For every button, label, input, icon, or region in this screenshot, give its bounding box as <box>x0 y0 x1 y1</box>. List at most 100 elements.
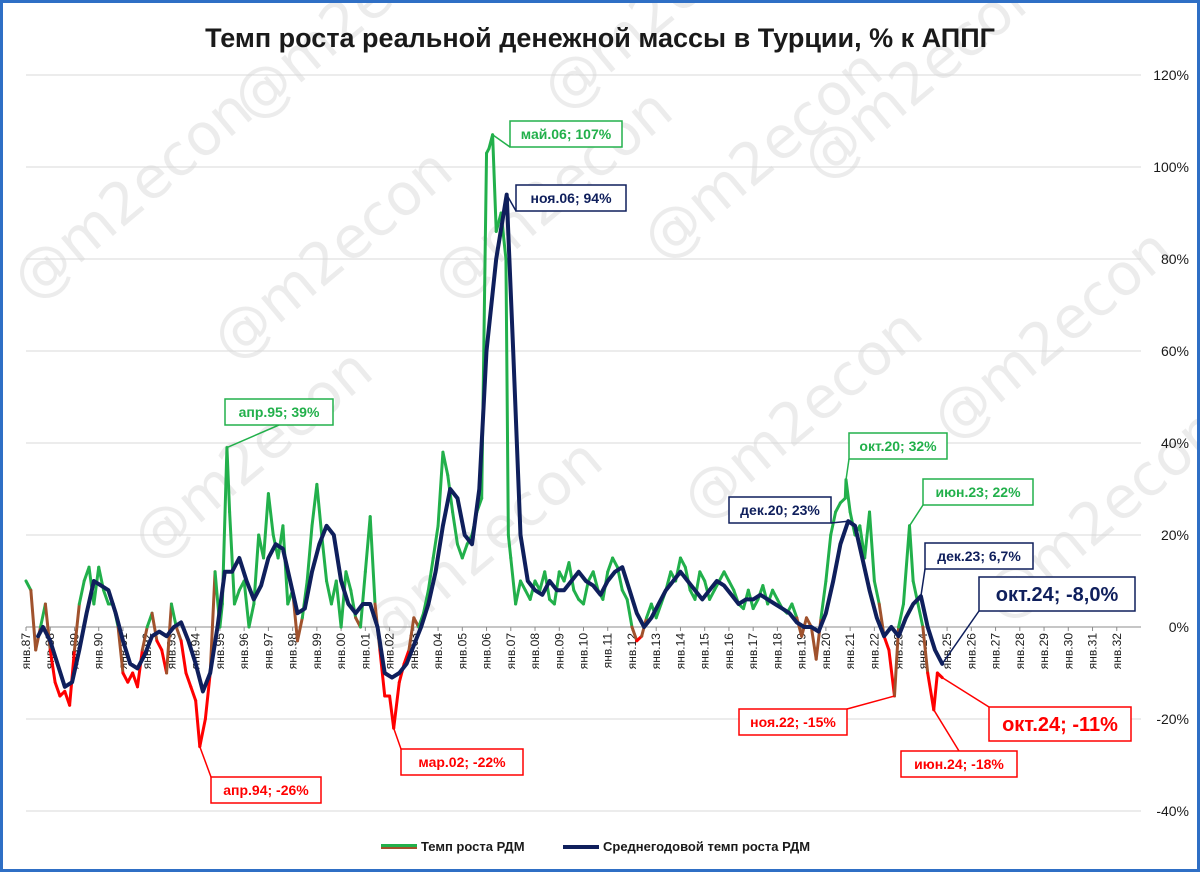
annotation-label: окт.20; 32% <box>859 438 937 454</box>
main-series-segment <box>897 602 905 629</box>
main-series-segment <box>844 478 852 514</box>
annotation-leader <box>941 676 990 708</box>
annotation-leader <box>506 194 517 212</box>
x-tick-label: янв.22 <box>867 633 881 670</box>
main-series-segment <box>455 542 464 560</box>
main-series-segment <box>926 671 936 712</box>
annotation-box <box>400 748 524 776</box>
main-series-segment <box>620 588 629 601</box>
main-series-segment <box>518 579 527 592</box>
main-series-segment <box>790 602 799 620</box>
y-tick-label: -20% <box>1156 711 1189 727</box>
main-series-segment <box>179 639 188 675</box>
main-series-segment <box>247 602 256 629</box>
y-tick-label: 60% <box>1161 343 1189 359</box>
main-series-segment <box>572 588 581 601</box>
main-series-segment <box>189 685 198 703</box>
x-tick-label: янв.20 <box>819 633 833 670</box>
main-series-segment <box>751 597 760 611</box>
main-series-segment <box>325 579 333 606</box>
main-series-segment <box>916 602 925 629</box>
annotation-box <box>900 750 1018 778</box>
annotation-label: окт.24; -8,0% <box>996 584 1119 606</box>
main-series-segment <box>225 446 232 514</box>
annotation-box <box>509 120 623 148</box>
main-series-segment <box>921 625 930 675</box>
main-series-segment <box>262 492 270 560</box>
x-tick-label: янв.08 <box>528 633 542 670</box>
y-tick-label: 20% <box>1161 527 1189 543</box>
main-series-segment <box>92 565 101 606</box>
main-series-segment <box>203 671 212 721</box>
x-tick-label: янв.00 <box>334 633 348 670</box>
main-series-segment <box>295 616 304 643</box>
main-series-segment <box>625 597 634 629</box>
y-tick-label: 80% <box>1161 251 1189 267</box>
main-series-segment <box>402 648 411 666</box>
annotation-leader <box>941 610 980 665</box>
main-series-segment <box>53 680 62 698</box>
x-tick-label: янв.99 <box>310 633 324 670</box>
main-series-segment <box>908 524 915 583</box>
main-series-segment <box>819 579 828 620</box>
annotation-label: окт.24; -11% <box>1002 714 1118 736</box>
main-series-segment <box>935 671 944 680</box>
main-series-segment <box>678 556 687 569</box>
annotation-box <box>224 398 334 426</box>
main-series-segment <box>165 602 173 675</box>
x-tick-label: янв.97 <box>261 633 275 670</box>
x-tick-label: янв.98 <box>286 633 300 670</box>
x-tick-label: янв.02 <box>383 633 397 670</box>
chart-title: Темп роста реальной денежной массы в Тур… <box>205 23 995 53</box>
annotation-leader <box>199 746 212 778</box>
main-series-segment <box>868 510 876 583</box>
annotation-label: апр.95; 39% <box>239 404 320 420</box>
main-series-segment <box>266 492 275 537</box>
main-series-segment <box>339 570 348 629</box>
main-series-segment <box>698 570 707 583</box>
main-series-segment <box>77 579 86 606</box>
main-series-segment <box>392 680 401 730</box>
annotation-leader <box>920 568 926 597</box>
annotation-leader <box>830 520 849 524</box>
x-tick-label: янв.90 <box>92 633 106 670</box>
y-tick-label: 0% <box>1169 619 1189 635</box>
annotation-box <box>988 706 1132 742</box>
annotation-box <box>728 496 832 524</box>
annotation-box <box>210 776 322 804</box>
y-tick-label: 120% <box>1153 67 1189 83</box>
annotation-box <box>515 184 627 212</box>
main-series-segment <box>140 625 149 652</box>
main-series-segment <box>727 579 736 592</box>
main-series-segment <box>305 524 314 583</box>
annotation-box <box>738 708 848 736</box>
y-axis: 120% 100% 80% 60% 40% 20% 0% -20% -40% <box>1153 67 1189 819</box>
annotation-label: апр.94; -26% <box>223 782 309 798</box>
main-series-segment <box>824 533 833 583</box>
main-series-segment <box>136 648 144 689</box>
main-series-segment <box>72 602 81 652</box>
annotation-label: ноя.22; -15% <box>750 714 836 730</box>
x-tick-label: янв.18 <box>770 633 784 670</box>
annotation-leader <box>846 695 895 710</box>
annotation-leader <box>845 458 850 480</box>
x-tick-label: янв.87 <box>19 633 33 670</box>
main-series-segment <box>771 588 779 601</box>
legend: Темп роста РДМ Среднегодовой темп роста … <box>381 839 810 854</box>
main-series-segment <box>431 524 440 560</box>
annotation-leader <box>492 134 511 148</box>
x-tick-label: янв.15 <box>698 633 712 670</box>
annotation-label: ноя.06; 94% <box>530 190 612 206</box>
main-series-segment <box>155 639 164 652</box>
series-average-growth <box>36 192 945 694</box>
annotation-label: июн.23; 22% <box>935 484 1021 500</box>
x-axis: янв.87янв.88янв.89янв.90янв.91янв.92янв.… <box>19 627 1124 669</box>
main-series-segment <box>567 561 576 592</box>
main-series-segment <box>514 579 522 606</box>
main-series-segment <box>169 602 178 629</box>
main-series-segment <box>359 570 367 629</box>
main-series-segment <box>509 556 518 606</box>
main-series-segment <box>344 570 353 592</box>
annotations: май.06; 107% ноя.06; 94% апр.95; 39% окт.20… <box>199 120 1136 804</box>
